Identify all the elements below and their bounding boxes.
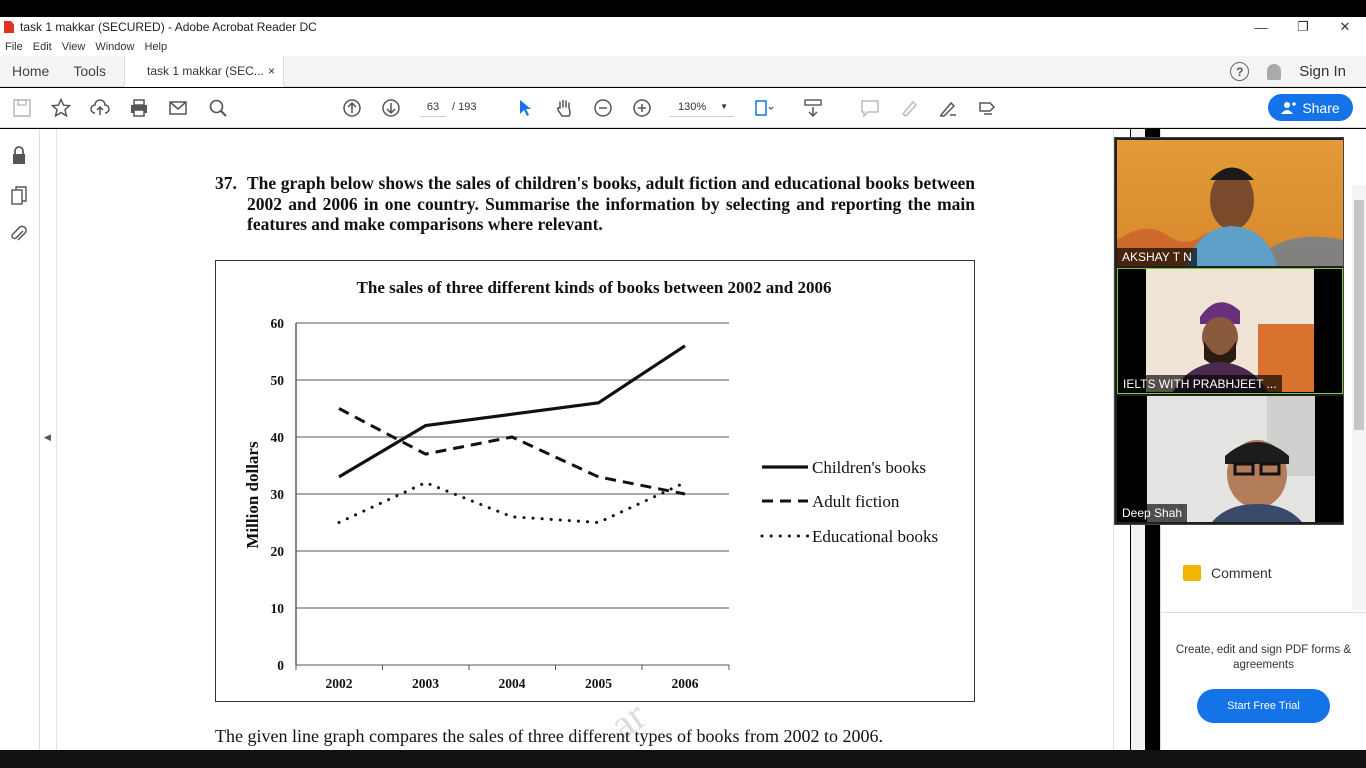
- x-tick-label: 2003: [412, 676, 439, 691]
- help-icon[interactable]: ?: [1230, 62, 1250, 81]
- search-zoom-icon[interactable]: [207, 97, 229, 119]
- minimize-button[interactable]: —: [1254, 19, 1268, 35]
- series-line-2: [338, 407, 686, 496]
- add-person-icon: [1281, 101, 1297, 114]
- answer-text: The given line graph compares the sales …: [215, 726, 883, 746]
- comment-tool[interactable]: Comment: [1183, 565, 1272, 581]
- video-call-overlay: AKSHAY T N IELTS WITH PRABHJEET ... Deep…: [1114, 137, 1344, 525]
- bookmark-star-icon[interactable]: [50, 97, 72, 119]
- series-line-1: [338, 344, 686, 479]
- acrobat-icon: [4, 21, 14, 33]
- attachment-icon[interactable]: [10, 225, 28, 245]
- fit-page-icon[interactable]: [752, 97, 774, 119]
- title-bar: task 1 makkar (SECURED) - Adobe Acrobat …: [0, 17, 1366, 37]
- y-tick-label: 10: [271, 601, 285, 616]
- main-toolbar: [0, 88, 1366, 128]
- zoom-level-value: 130%: [678, 101, 707, 113]
- tab-document-label: task 1 makkar (SEC...: [147, 64, 264, 78]
- comment-tool-icon[interactable]: [859, 97, 881, 119]
- comment-label: Comment: [1211, 565, 1272, 581]
- more-tools-icon[interactable]: [976, 97, 998, 119]
- email-icon[interactable]: [167, 97, 189, 119]
- y-tick-label: 50: [271, 373, 285, 388]
- y-tick-label: 40: [271, 430, 285, 445]
- close-window-button[interactable]: ✕: [1339, 19, 1351, 34]
- menu-file[interactable]: File: [5, 40, 23, 53]
- promo-box: Create, edit and sign PDF forms & agreem…: [1161, 612, 1366, 750]
- panel-scrollbar-thumb[interactable]: [1354, 200, 1364, 430]
- upload-cloud-icon[interactable]: [89, 97, 111, 119]
- highlight-pen-icon[interactable]: [898, 97, 920, 119]
- y-axis-label: Million dollars: [243, 441, 262, 549]
- promo-text: Create, edit and sign PDF forms & agreem…: [1175, 644, 1352, 671]
- x-tick-label: 2005: [585, 676, 612, 691]
- lock-icon[interactable]: [10, 145, 28, 165]
- draw-signature-icon[interactable]: [937, 97, 959, 119]
- zoom-out-icon[interactable]: [592, 97, 614, 119]
- participant-name: AKSHAY T N: [1117, 248, 1197, 266]
- menu-edit[interactable]: Edit: [32, 40, 52, 53]
- y-tick-label: 20: [271, 544, 285, 559]
- tab-document[interactable]: task 1 makkar (SEC... ×: [124, 55, 285, 87]
- zoom-level-select[interactable]: 130% ▼: [670, 97, 734, 117]
- screen-bottom-bar: [0, 750, 1366, 768]
- menu-bar: File Edit View Window Help: [0, 37, 1366, 56]
- share-label: Share: [1302, 99, 1340, 116]
- question-block: 37. The graph below shows the sales of c…: [215, 173, 975, 235]
- participant-name: IELTS WITH PRABHJEET ...: [1118, 375, 1282, 393]
- menu-window[interactable]: Window: [95, 40, 135, 53]
- print-icon[interactable]: [128, 97, 150, 119]
- tab-home[interactable]: Home: [12, 63, 50, 79]
- hand-tool-icon[interactable]: [553, 97, 575, 119]
- y-tick-label: 30: [271, 487, 285, 502]
- question-number: 37.: [215, 173, 237, 193]
- close-tab-icon[interactable]: ×: [268, 64, 276, 78]
- page-thumbnails-icon[interactable]: [10, 186, 28, 206]
- zoom-in-icon[interactable]: [631, 97, 653, 119]
- chart-title: The sales of three different kinds of bo…: [357, 278, 832, 297]
- tab-bar: Home Tools task 1 makkar (SEC... × ? Sig…: [0, 55, 1366, 87]
- page-number-input[interactable]: 63: [420, 97, 446, 117]
- sign-in-button[interactable]: Sign In: [1299, 63, 1346, 80]
- menu-view[interactable]: View: [61, 40, 86, 53]
- participant-name: Deep Shah: [1117, 504, 1188, 522]
- start-free-trial-button[interactable]: Start Free Trial: [1197, 689, 1330, 723]
- x-tick-label: 2004: [499, 676, 526, 691]
- video-tile[interactable]: AKSHAY T N: [1117, 140, 1343, 266]
- line-chart: The sales of three different kinds of bo…: [215, 260, 975, 702]
- window-title: task 1 makkar (SECURED) - Adobe Acrobat …: [20, 20, 317, 34]
- tab-tools[interactable]: Tools: [73, 63, 107, 79]
- page-total: / 193: [452, 101, 477, 113]
- scroll-mode-icon[interactable]: [802, 97, 824, 119]
- x-tick-label: 2002: [326, 676, 353, 691]
- legend-label: Children's books: [812, 458, 926, 477]
- chart-svg: The sales of three different kinds of bo…: [243, 278, 938, 691]
- x-tick-label: 2006: [672, 676, 699, 691]
- pdf-page: 37. The graph below shows the sales of c…: [56, 129, 1114, 750]
- panel-scrollbar[interactable]: [1352, 185, 1366, 610]
- collapse-left-panel-icon[interactable]: ◀: [44, 432, 51, 442]
- notification-bell-icon[interactable]: [1267, 63, 1282, 80]
- participant-video: [1147, 396, 1315, 522]
- series-line-3: [337, 481, 687, 524]
- restore-button[interactable]: ❐: [1297, 19, 1309, 34]
- save-icon[interactable]: [11, 97, 33, 119]
- select-cursor-icon[interactable]: [514, 97, 536, 119]
- video-tile[interactable]: Deep Shah: [1117, 396, 1343, 522]
- share-button[interactable]: Share: [1268, 94, 1353, 121]
- chevron-down-icon: ▼: [720, 102, 728, 111]
- video-tile[interactable]: IELTS WITH PRABHJEET ...: [1117, 268, 1343, 394]
- participant-video: [1146, 269, 1314, 392]
- y-tick-label: 60: [271, 316, 285, 331]
- previous-page-icon[interactable]: [341, 97, 363, 119]
- legend-label: Adult fiction: [812, 492, 900, 511]
- legend-label: Educational books: [812, 527, 938, 546]
- next-page-icon[interactable]: [380, 97, 402, 119]
- y-tick-label: 0: [277, 658, 284, 673]
- menu-help[interactable]: Help: [144, 40, 168, 53]
- screen-top-bar: [0, 0, 1366, 17]
- left-navigation-rail: [0, 129, 40, 750]
- comment-icon: [1183, 565, 1201, 581]
- question-text: The graph below shows the sales of child…: [247, 173, 975, 234]
